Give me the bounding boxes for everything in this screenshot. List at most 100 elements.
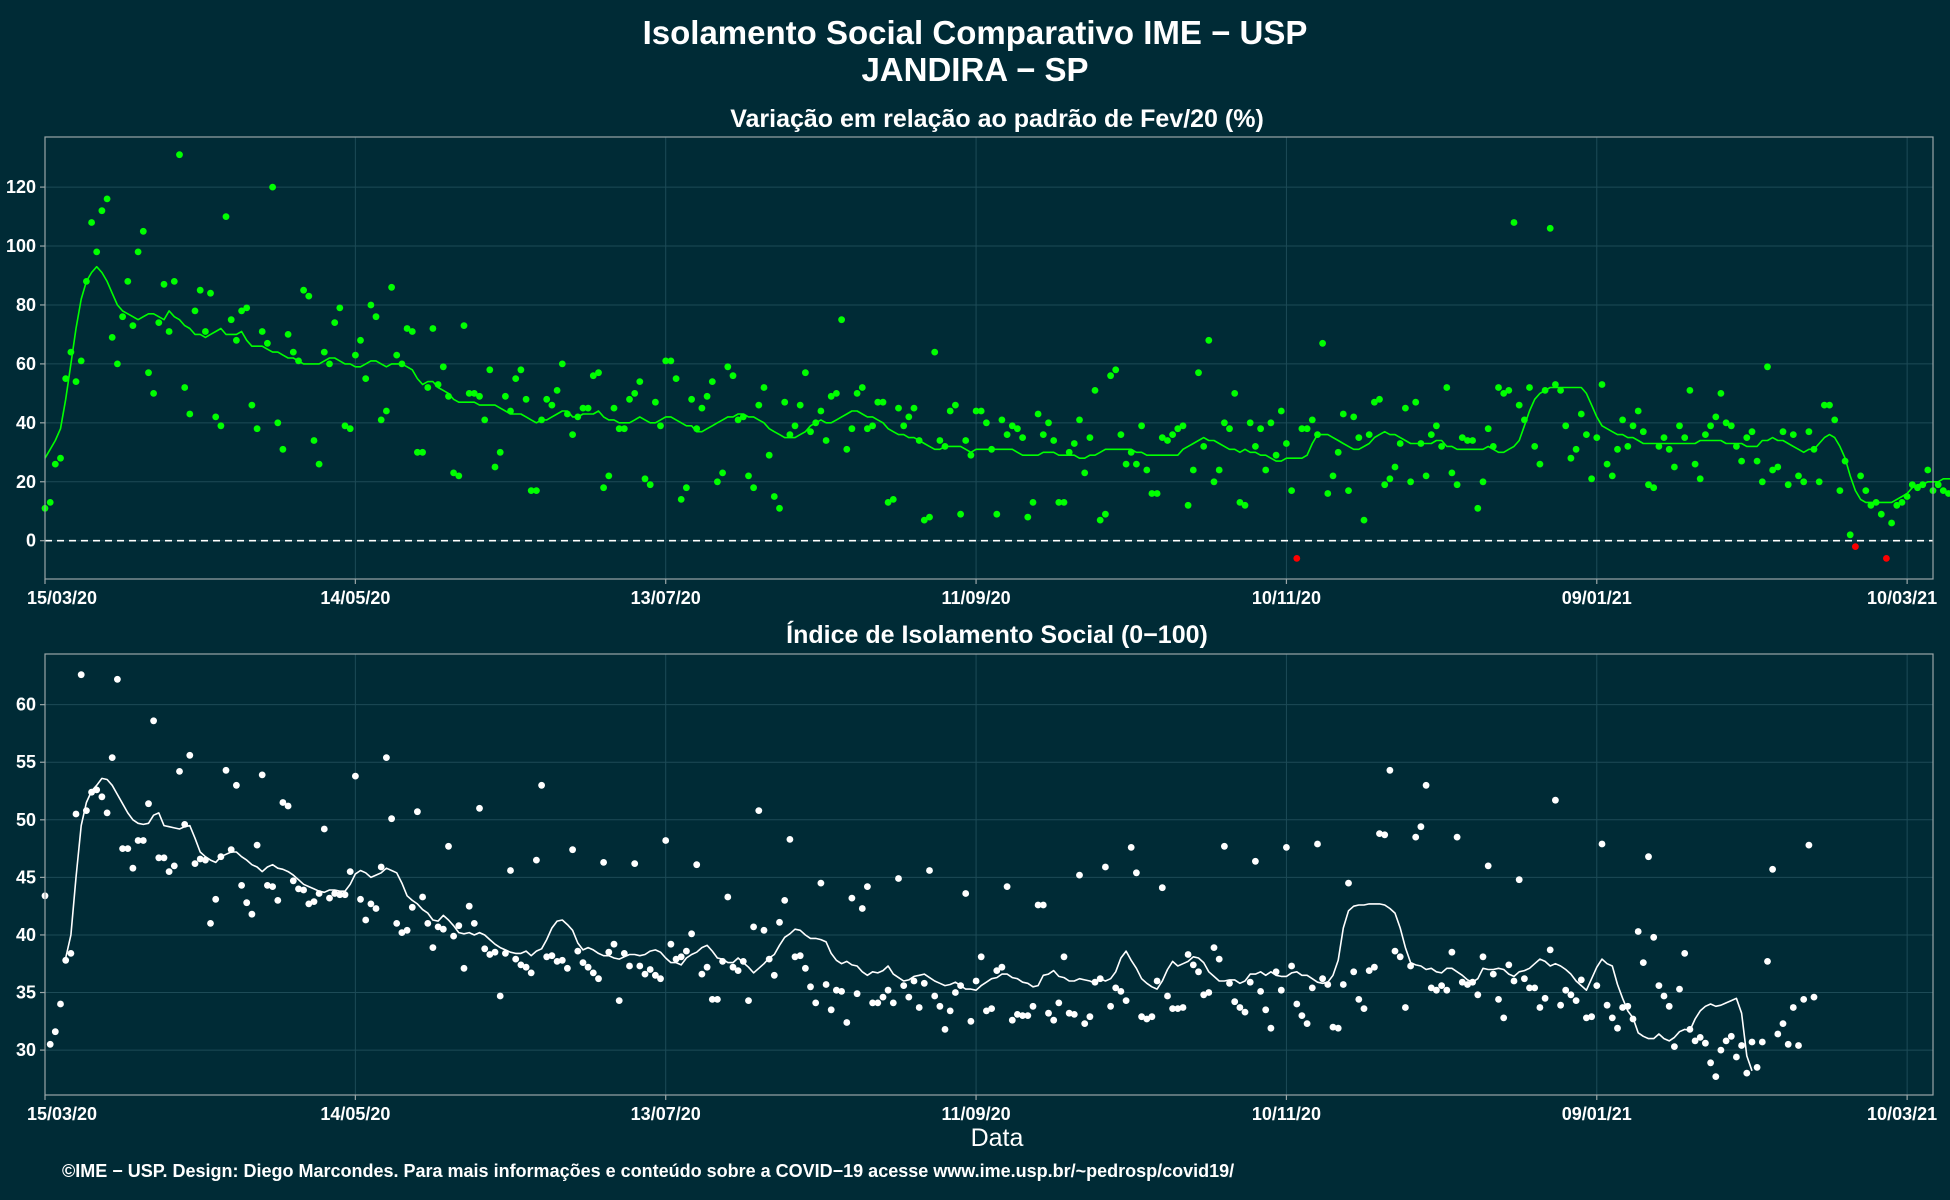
bottom-data-point — [1422, 781, 1430, 789]
top-data-point — [455, 472, 463, 480]
top-data-point — [1883, 555, 1890, 562]
top-data-point — [1257, 425, 1264, 433]
bottom-data-point — [124, 845, 132, 852]
bottom-data-point — [1691, 1037, 1699, 1045]
figure-title-line2: JANDIRA − SP — [861, 51, 1088, 88]
top-data-point — [222, 213, 230, 221]
top-data-point — [1458, 434, 1466, 441]
top-data-point — [1691, 460, 1699, 468]
bottom-data-point — [1655, 982, 1663, 989]
top-data-point — [1200, 443, 1208, 450]
bottom-data-point — [988, 1005, 995, 1012]
bottom-data-point — [1789, 1004, 1797, 1011]
bottom-data-point — [1029, 1002, 1037, 1010]
bottom-data-point — [434, 923, 442, 931]
bottom-data-point — [196, 855, 204, 863]
bottom-data-point — [755, 807, 763, 814]
bottom-data-point — [750, 923, 757, 931]
bottom-data-point — [300, 886, 307, 894]
bottom-data-point — [962, 890, 970, 897]
top-data-point — [579, 404, 587, 412]
bottom-data-point — [579, 959, 587, 966]
top-data-point — [657, 422, 664, 430]
bottom-y-tick-label: 35 — [16, 983, 36, 1003]
top-data-point — [331, 319, 339, 326]
top-data-point — [1112, 366, 1120, 374]
bottom-data-point — [1246, 978, 1254, 986]
top-data-point — [1619, 416, 1626, 424]
bottom-panel-title: Índice de Isolamento Social (0−100) — [786, 620, 1208, 649]
bottom-x-tick-label: 15/03/20 — [27, 1104, 97, 1124]
top-y-tick-label: 20 — [16, 472, 36, 492]
top-data-point — [1402, 404, 1409, 412]
bottom-x-tick-label: 10/11/20 — [1252, 1104, 1321, 1124]
bottom-data-point — [1665, 1002, 1673, 1010]
top-data-point — [864, 425, 871, 433]
bottom-panel-border — [44, 653, 1934, 1096]
bottom-data-point — [1200, 991, 1208, 999]
top-data-point — [414, 448, 421, 456]
bottom-data-point — [672, 955, 680, 963]
bottom-data-point — [522, 963, 530, 971]
top-data-point — [1350, 413, 1358, 421]
bottom-data-point — [341, 891, 349, 899]
bottom-data-point — [708, 996, 716, 1003]
top-data-point — [1303, 425, 1311, 433]
top-data-point — [652, 398, 659, 406]
bottom-data-point — [393, 920, 401, 927]
top-data-point — [1515, 401, 1523, 409]
top-x-tick-label: 10/11/20 — [1252, 588, 1321, 608]
top-data-point — [1433, 422, 1440, 430]
bottom-data-point — [884, 986, 892, 994]
bottom-data-point — [714, 996, 721, 1003]
top-y-tick-label: 60 — [16, 354, 36, 374]
top-data-point — [388, 283, 395, 291]
bottom-data-point — [677, 953, 685, 961]
top-data-point — [315, 460, 323, 468]
top-data-point — [1753, 457, 1761, 465]
bottom-data-point — [253, 841, 261, 849]
top-data-point — [734, 416, 742, 424]
top-data-point — [367, 301, 375, 309]
bottom-y-tick-label: 60 — [16, 695, 36, 715]
bottom-data-point — [1681, 950, 1689, 957]
top-data-point — [755, 401, 763, 409]
bottom-data-point — [724, 893, 732, 901]
top-data-point — [352, 351, 359, 359]
bottom-data-point — [1014, 1011, 1021, 1018]
bottom-data-point — [481, 945, 489, 953]
top-data-point — [1267, 419, 1275, 427]
bottom-data-point — [191, 860, 199, 867]
top-data-point — [1334, 448, 1342, 456]
top-data-point — [1479, 478, 1487, 486]
top-data-point — [1107, 372, 1114, 380]
bottom-data-point — [983, 1007, 990, 1015]
bottom-data-point — [408, 903, 416, 911]
top-data-point — [724, 363, 732, 371]
bottom-data-point — [1293, 1000, 1301, 1008]
top-data-point — [765, 451, 773, 459]
bottom-data-point — [295, 885, 302, 893]
bottom-data-point — [238, 882, 246, 889]
top-data-point — [1179, 422, 1187, 430]
bottom-data-point — [1784, 1040, 1792, 1048]
bottom-data-point — [1127, 844, 1135, 851]
top-data-point — [641, 475, 649, 483]
bottom-data-point — [1158, 884, 1166, 892]
top-data-point — [1422, 472, 1430, 480]
top-data-point — [1262, 466, 1270, 474]
top-data-point — [238, 307, 246, 315]
top-data-point — [274, 419, 282, 427]
top-data-point — [1453, 481, 1461, 489]
bottom-data-point — [72, 810, 80, 818]
top-data-point — [615, 425, 623, 433]
bottom-data-point — [920, 979, 928, 987]
top-data-point — [895, 404, 902, 412]
bottom-data-point — [527, 969, 535, 977]
bottom-data-point — [993, 967, 1001, 974]
top-data-point — [1091, 387, 1099, 394]
top-data-point — [1795, 472, 1802, 480]
bottom-data-point — [517, 961, 525, 969]
bottom-data-point — [470, 920, 478, 927]
top-data-point — [279, 445, 287, 453]
